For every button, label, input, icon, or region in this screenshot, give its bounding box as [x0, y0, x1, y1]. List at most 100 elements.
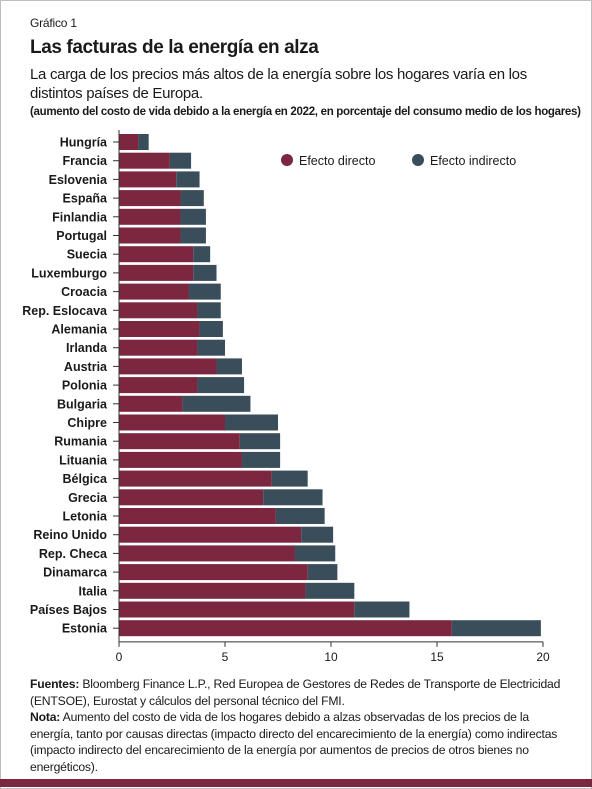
bottom-accent-bar [0, 779, 592, 787]
x-tick-label: 20 [536, 650, 550, 664]
legend-marker-indirect [412, 154, 424, 166]
note-label: Nota: [30, 710, 61, 724]
bar-direct [119, 377, 198, 394]
bar-direct [119, 451, 242, 468]
bar-indirect [193, 246, 211, 263]
bar-direct [119, 171, 177, 188]
bar-direct [119, 395, 183, 412]
bar-direct [119, 302, 198, 319]
note-text: Aumento del costo de vida de los hogares… [30, 710, 558, 774]
bar-indirect [197, 377, 245, 394]
category-label: Rep. Checa [39, 547, 108, 561]
x-tick-label: 0 [116, 650, 123, 664]
bar-indirect [180, 227, 206, 244]
bar-indirect [354, 601, 410, 618]
bar-direct [119, 508, 276, 524]
category-label: Croacia [61, 285, 108, 299]
bar-indirect [169, 152, 192, 169]
bar-direct [119, 620, 452, 637]
legend-marker-direct [281, 154, 293, 166]
bar-direct [119, 227, 181, 244]
bar-indirect [199, 321, 223, 337]
category-label: Suecia [67, 248, 108, 262]
bar-indirect [275, 508, 325, 524]
legend-label-indirect: Efecto indirecto [430, 154, 516, 168]
category-label: Francia [63, 154, 109, 168]
category-label: Chipre [67, 416, 107, 430]
sources-text: Bloomberg Finance L.P., Red Europea de G… [30, 677, 561, 708]
bar-direct [119, 358, 217, 375]
category-label: Reino Unido [33, 528, 107, 542]
bar-direct [119, 283, 189, 300]
category-label: Irlanda [66, 341, 108, 355]
chart-notes: Fuentes: Bloomberg Finance L.P., Red Eur… [30, 676, 575, 775]
bar-indirect [188, 283, 221, 300]
category-label: Bulgaria [57, 397, 108, 411]
category-label: Rep. Eslocava [22, 304, 108, 318]
category-label: Austria [64, 360, 108, 374]
x-tick-label: 5 [222, 650, 229, 664]
bar-direct [119, 246, 194, 263]
category-label: Italia [79, 584, 109, 598]
legend-label-direct: Efecto directo [299, 154, 375, 168]
category-label: Bélgica [63, 472, 109, 486]
bar-indirect [241, 451, 281, 468]
bar-direct [119, 582, 306, 599]
bar-indirect [197, 302, 221, 319]
category-label: Estonia [62, 622, 108, 636]
category-label: Hungría [60, 136, 108, 150]
note: Nota: Aumento del costo de vida de los h… [30, 709, 575, 775]
bar-indirect [263, 489, 323, 506]
bar-indirect [271, 470, 308, 487]
bar-indirect [239, 433, 281, 450]
bar-direct [119, 190, 181, 207]
bar-direct [119, 526, 302, 543]
chart-subtitle: La carga de los precios más altos de la … [30, 66, 527, 102]
bar-indirect [225, 414, 278, 431]
category-label: Rumania [54, 435, 108, 449]
bar-direct [119, 208, 181, 225]
x-tick-label: 10 [324, 650, 338, 664]
category-label: Finlandia [52, 210, 108, 224]
category-label: Alemania [51, 323, 108, 337]
category-label: Letonia [63, 510, 108, 524]
category-label: Portugal [56, 229, 107, 243]
figure-label: Gráfico 1 [30, 16, 77, 30]
bar-indirect [176, 171, 200, 188]
x-tick-label: 15 [430, 650, 444, 664]
bar-indirect [180, 190, 204, 207]
category-label: Luxemburgo [31, 266, 107, 280]
bar-indirect [182, 395, 251, 412]
bar-direct [119, 564, 308, 581]
bar-indirect [301, 526, 334, 543]
bar-indirect [305, 582, 355, 599]
bar-indirect [197, 339, 225, 356]
sources-note: Fuentes: Bloomberg Finance L.P., Red Eur… [30, 676, 575, 709]
bar-chart: Hungría Francia Eslovenia España Finlandia Po… [22, 130, 550, 664]
bar-direct [119, 601, 355, 618]
bar-direct [119, 470, 272, 487]
category-label: Grecia [68, 491, 108, 505]
category-label: Dinamarca [43, 566, 108, 580]
category-label: Lituania [59, 453, 108, 467]
bar-direct [119, 339, 198, 356]
bar-direct [119, 152, 170, 169]
bar-indirect [216, 358, 242, 375]
bar-direct [119, 414, 225, 431]
chart-title: Las facturas de la energía en alza [30, 37, 319, 58]
category-label: España [63, 192, 109, 206]
bar-indirect [180, 208, 206, 225]
chart-units: (aumento del costo de vida debido a la e… [30, 106, 581, 118]
bar-indirect [307, 564, 338, 581]
bar-direct [119, 545, 295, 562]
category-label: Polonia [62, 379, 108, 393]
bar-direct [119, 433, 240, 450]
bar-direct [119, 321, 200, 337]
category-label: Eslovenia [49, 173, 108, 187]
sources-label: Fuentes: [30, 677, 80, 691]
bar-indirect [451, 620, 541, 637]
bar-direct [119, 134, 139, 150]
bar-direct [119, 489, 264, 506]
bar-indirect [193, 264, 217, 281]
category-label: Países Bajos [30, 603, 107, 617]
